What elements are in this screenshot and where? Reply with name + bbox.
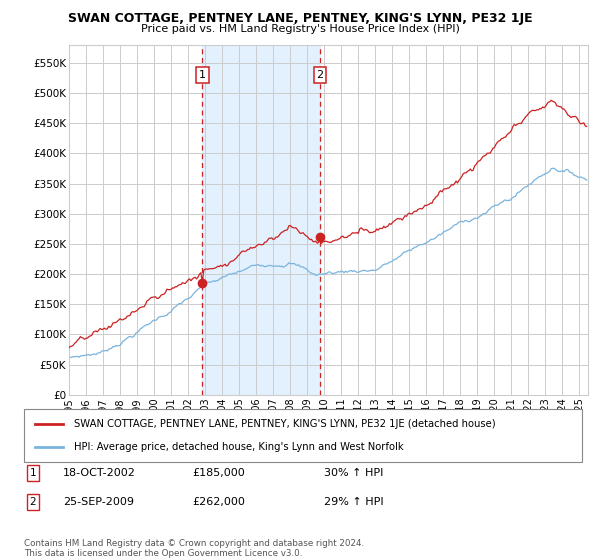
Text: SWAN COTTAGE, PENTNEY LANE, PENTNEY, KING'S LYNN, PE32 1JE (detached house): SWAN COTTAGE, PENTNEY LANE, PENTNEY, KIN…	[74, 419, 496, 429]
Text: SWAN COTTAGE, PENTNEY LANE, PENTNEY, KING'S LYNN, PE32 1JE: SWAN COTTAGE, PENTNEY LANE, PENTNEY, KIN…	[68, 12, 532, 25]
Text: 1: 1	[29, 468, 37, 478]
Text: £185,000: £185,000	[192, 468, 245, 478]
Text: 2: 2	[29, 497, 37, 507]
Text: £262,000: £262,000	[192, 497, 245, 507]
Text: Contains HM Land Registry data © Crown copyright and database right 2024.
This d: Contains HM Land Registry data © Crown c…	[24, 539, 364, 558]
FancyBboxPatch shape	[24, 409, 582, 462]
Text: 30% ↑ HPI: 30% ↑ HPI	[324, 468, 383, 478]
Text: 25-SEP-2009: 25-SEP-2009	[63, 497, 134, 507]
Text: Price paid vs. HM Land Registry's House Price Index (HPI): Price paid vs. HM Land Registry's House …	[140, 24, 460, 34]
Text: HPI: Average price, detached house, King's Lynn and West Norfolk: HPI: Average price, detached house, King…	[74, 442, 404, 452]
Text: 1: 1	[199, 70, 206, 80]
Bar	[202, 45, 320, 395]
Text: 18-OCT-2002: 18-OCT-2002	[63, 468, 136, 478]
Text: 2: 2	[316, 70, 323, 80]
Text: 29% ↑ HPI: 29% ↑ HPI	[324, 497, 383, 507]
